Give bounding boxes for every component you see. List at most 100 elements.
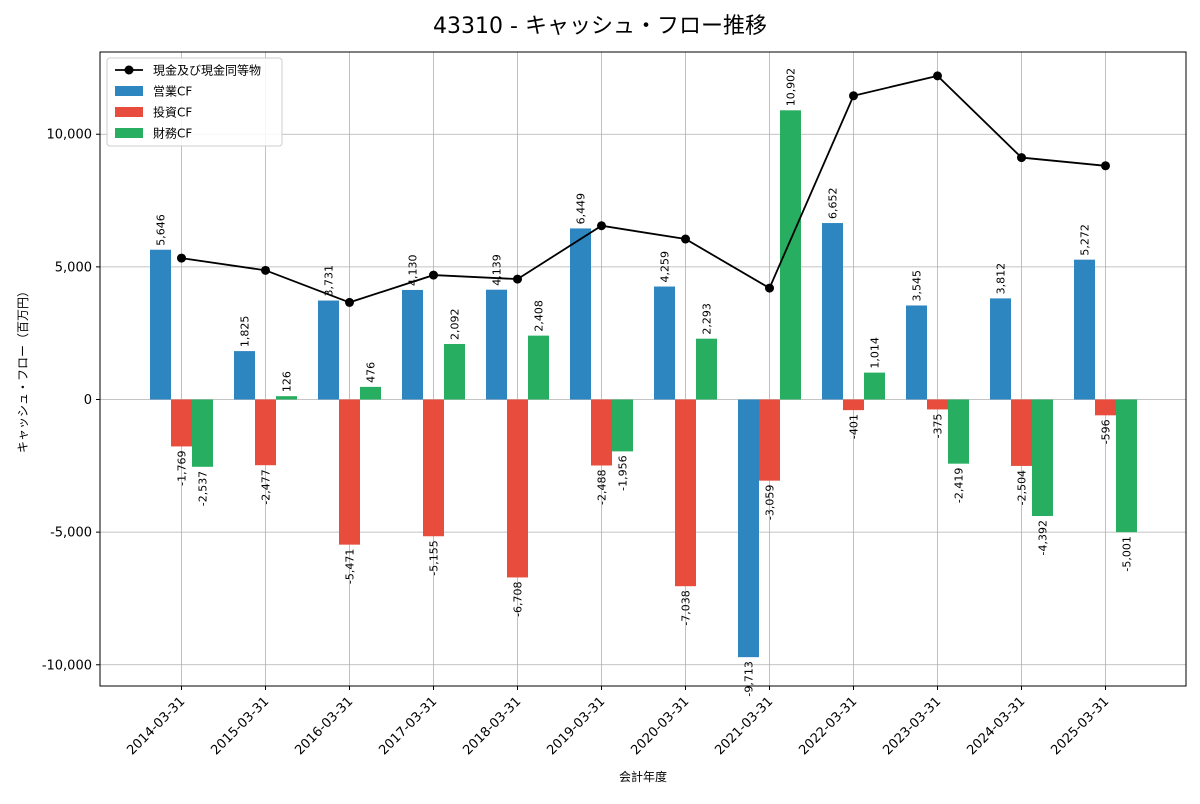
x-tick-label: 2024-03-31 bbox=[964, 694, 1028, 758]
legend-swatch-投資CF bbox=[115, 107, 143, 117]
bar-投資CF-2025-03-31 bbox=[1095, 399, 1116, 416]
x-tick-label: 2025-03-31 bbox=[1048, 694, 1112, 758]
bar-財務CF-2018-03-31 bbox=[528, 335, 549, 400]
x-tick-label: 2022-03-31 bbox=[796, 694, 860, 758]
bar-投資CF-2014-03-31 bbox=[171, 399, 192, 447]
bar-営業CF-2022-03-31 bbox=[822, 223, 843, 400]
bar-財務CF-2022-03-31 bbox=[864, 372, 885, 400]
x-axis-label: 会計年度 bbox=[619, 769, 667, 784]
cash-series-line bbox=[181, 74, 1106, 304]
data-label: 3,812 bbox=[995, 263, 1008, 295]
legend-label: 営業CF bbox=[153, 85, 192, 99]
data-label: -2,488 bbox=[596, 470, 609, 505]
cash-point-2014-03-31 bbox=[177, 253, 186, 263]
bars bbox=[150, 110, 1137, 658]
data-label: -2,537 bbox=[197, 471, 210, 506]
legend-swatch-営業CF bbox=[115, 86, 143, 96]
legend-line-marker bbox=[124, 65, 134, 75]
data-label: 2,293 bbox=[701, 303, 714, 335]
bar-財務CF-2016-03-31 bbox=[360, 386, 381, 400]
bar-財務CF-2015-03-31 bbox=[276, 396, 297, 400]
cash-line bbox=[177, 71, 1110, 307]
data-label: -596 bbox=[1100, 419, 1113, 444]
data-label: 5,646 bbox=[155, 214, 168, 246]
data-label: -5,001 bbox=[1121, 536, 1134, 571]
data-label: -5,155 bbox=[428, 540, 441, 575]
data-label: -9,713 bbox=[743, 661, 756, 696]
x-tick-label: 2017-03-31 bbox=[376, 694, 440, 758]
data-label: 3,731 bbox=[323, 265, 336, 297]
cash-point-2024-03-31 bbox=[1017, 153, 1026, 163]
data-label: -3,059 bbox=[764, 485, 777, 520]
y-tick-label: -5,000 bbox=[50, 526, 92, 541]
bar-営業CF-2019-03-31 bbox=[570, 228, 591, 400]
data-label: -6,708 bbox=[512, 581, 525, 616]
data-label: 10,902 bbox=[785, 68, 798, 107]
legend-label: 財務CF bbox=[153, 126, 192, 141]
bar-営業CF-2018-03-31 bbox=[486, 289, 507, 400]
cash-point-2015-03-31 bbox=[261, 265, 270, 275]
bar-営業CF-2015-03-31 bbox=[234, 351, 255, 400]
cash-point-2019-03-31 bbox=[597, 221, 606, 231]
x-tick-label: 2018-03-31 bbox=[460, 694, 524, 758]
cash-point-2016-03-31 bbox=[345, 297, 354, 307]
x-tick-label: 2023-03-31 bbox=[880, 694, 944, 758]
data-label: 6,449 bbox=[575, 193, 588, 225]
data-label: -1,956 bbox=[617, 455, 630, 490]
bar-営業CF-2016-03-31 bbox=[318, 300, 339, 400]
y-axis-label: キャッシュ・フロー（百万円） bbox=[16, 285, 30, 453]
cash-point-2021-03-31 bbox=[765, 283, 774, 293]
data-label: -5,471 bbox=[344, 549, 357, 584]
plot-frame bbox=[99, 51, 1187, 687]
data-labels: 5,646 1,825 3,731 4,130 4,139 6,449 4,259 -9,71… bbox=[155, 68, 1134, 697]
cash-point-2018-03-31 bbox=[513, 274, 522, 284]
bar-財務CF-2025-03-31 bbox=[1116, 399, 1137, 533]
legend-box bbox=[106, 57, 283, 147]
y-tick-label: 10,000 bbox=[47, 128, 93, 143]
cash-point-2025-03-31 bbox=[1101, 161, 1110, 171]
x-tick-label: 2019-03-31 bbox=[544, 694, 608, 758]
data-label: -4,392 bbox=[1037, 520, 1050, 555]
bar-投資CF-2024-03-31 bbox=[1011, 399, 1032, 466]
bar-財務CF-2019-03-31 bbox=[612, 399, 633, 452]
data-label: -2,477 bbox=[260, 469, 273, 504]
legend-swatch-財務CF bbox=[115, 128, 143, 138]
x-tick-label: 2014-03-31 bbox=[124, 694, 188, 758]
bar-財務CF-2020-03-31 bbox=[696, 338, 717, 400]
cash-point-2023-03-31 bbox=[933, 71, 942, 81]
data-label: 1,014 bbox=[869, 337, 882, 369]
bar-営業CF-2025-03-31 bbox=[1074, 259, 1095, 400]
y-tick-label: -10,000 bbox=[42, 658, 92, 673]
data-label: 2,408 bbox=[533, 300, 546, 332]
data-label: 4,130 bbox=[407, 254, 420, 286]
data-label: -1,769 bbox=[176, 450, 189, 485]
bar-財務CF-2023-03-31 bbox=[948, 399, 969, 464]
bar-投資CF-2018-03-31 bbox=[507, 399, 528, 578]
x-tick-label: 2016-03-31 bbox=[292, 694, 356, 758]
bar-営業CF-2014-03-31 bbox=[150, 249, 171, 400]
bar-投資CF-2016-03-31 bbox=[339, 399, 360, 545]
data-label: -401 bbox=[848, 414, 861, 439]
data-label: 126 bbox=[281, 371, 294, 392]
bar-営業CF-2020-03-31 bbox=[654, 286, 675, 400]
bar-財務CF-2014-03-31 bbox=[192, 399, 213, 467]
cash-point-2020-03-31 bbox=[681, 234, 690, 244]
bar-財務CF-2021-03-31 bbox=[780, 110, 801, 400]
legend-label: 投資CF bbox=[153, 105, 192, 120]
data-label: 476 bbox=[365, 362, 378, 383]
x-tick-label: 2015-03-31 bbox=[208, 694, 272, 758]
bar-投資CF-2015-03-31 bbox=[255, 399, 276, 466]
bar-財務CF-2024-03-31 bbox=[1032, 399, 1053, 517]
data-label: -375 bbox=[932, 413, 945, 438]
bar-財務CF-2017-03-31 bbox=[444, 344, 465, 400]
bar-投資CF-2023-03-31 bbox=[927, 399, 948, 410]
data-label: 4,139 bbox=[491, 254, 504, 286]
bar-営業CF-2024-03-31 bbox=[990, 298, 1011, 400]
data-label: 2,092 bbox=[449, 309, 462, 341]
data-label: 3,545 bbox=[911, 270, 924, 302]
bar-投資CF-2017-03-31 bbox=[423, 399, 444, 537]
grid bbox=[100, 52, 1186, 686]
bar-営業CF-2021-03-31 bbox=[738, 399, 759, 658]
